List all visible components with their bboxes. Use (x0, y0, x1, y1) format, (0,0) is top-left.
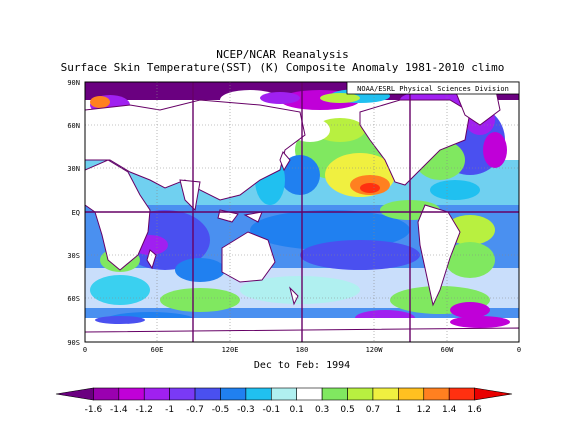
colorbar-tick-label: -1.6 (85, 405, 103, 415)
map-subtitle: Surface Skin Temperature(SST) (K) Compos… (60, 61, 505, 74)
colorbar-swatch (321, 387, 348, 401)
lon-label: 120W (366, 346, 384, 354)
colorbar-tick-label: 0.5 (340, 405, 354, 415)
lon-label: 60E (151, 346, 164, 354)
lat-label: 30N (67, 165, 80, 173)
lat-label: 60S (67, 295, 80, 303)
colorbar-swatch (474, 387, 513, 401)
colorbar-tick-label: -0.5 (212, 405, 230, 415)
lon-label: 0 (517, 346, 521, 354)
lat-label: 90S (67, 339, 80, 347)
colorbar-swatch (296, 387, 323, 401)
solid-gridlines (85, 82, 519, 342)
map-frame (84, 81, 520, 343)
map-title: NCEP/NCAR Reanalysis (216, 48, 349, 61)
colorbar-swatch (118, 387, 145, 401)
colorbar-swatch (143, 387, 170, 401)
period-label: Dec to Feb: 1994 (254, 360, 350, 371)
colorbar-swatch (372, 387, 399, 401)
credit-label: NOAA/ESRL Physical Sciences Division (357, 85, 509, 93)
colorbar-tick-label: 0.3 (315, 405, 329, 415)
colorbar-swatch (448, 387, 475, 401)
colorbar-swatch (93, 387, 120, 401)
colorbar-tick-label: -1.2 (135, 405, 153, 415)
colorbar-tick-label: -1 (165, 405, 174, 415)
lon-label: 120E (222, 346, 239, 354)
credit-box (346, 81, 520, 95)
colorbar-tick-label: -0.1 (263, 405, 281, 415)
colorbar-tick-label: 0.1 (290, 405, 304, 415)
lat-label: EQ (72, 209, 80, 217)
lon-label: 0 (83, 346, 87, 354)
colorbar (55, 387, 513, 401)
colorbar-swatch (398, 387, 425, 401)
lat-label: 90N (67, 79, 80, 87)
colorbar-tick-label: 1.6 (467, 405, 482, 415)
colorbar-swatch (194, 387, 221, 401)
lon-labels: 0 60E 120E 180 120W 60W 0 (83, 346, 521, 354)
colorbar-tick-label: -1.4 (110, 405, 128, 415)
lat-label: 60N (67, 122, 80, 130)
colorbar-tick-label: 1 (395, 405, 401, 415)
lat-label: 30S (67, 252, 80, 260)
colorbar-swatch (169, 387, 196, 401)
colorbar-tick-label: -0.3 (237, 405, 255, 415)
colorbar-swatch (55, 387, 94, 401)
colorbar-swatch (423, 387, 450, 401)
lat-labels: 90N 60N 30N EQ 30S 60S 90S (67, 79, 80, 347)
colorbar-tick-label: 1.4 (442, 405, 457, 415)
colorbar-tick-label: 1.2 (417, 405, 431, 415)
colorbar-swatch (245, 387, 272, 401)
colorbar-tick-label: -0.7 (186, 405, 204, 415)
colorbar-swatch (270, 387, 298, 401)
colorbar-labels: -1.6 -1.4 -1.2 -1 -0.7 -0.5 -0.3 -0.1 0.1 0.3 0.5 0… (85, 405, 482, 415)
lon-label: 60W (441, 346, 454, 354)
lon-label: 180 (296, 346, 309, 354)
colorbar-swatch (347, 387, 374, 401)
colorbar-swatch (220, 387, 247, 401)
colorbar-tick-label: 0.7 (366, 405, 380, 415)
